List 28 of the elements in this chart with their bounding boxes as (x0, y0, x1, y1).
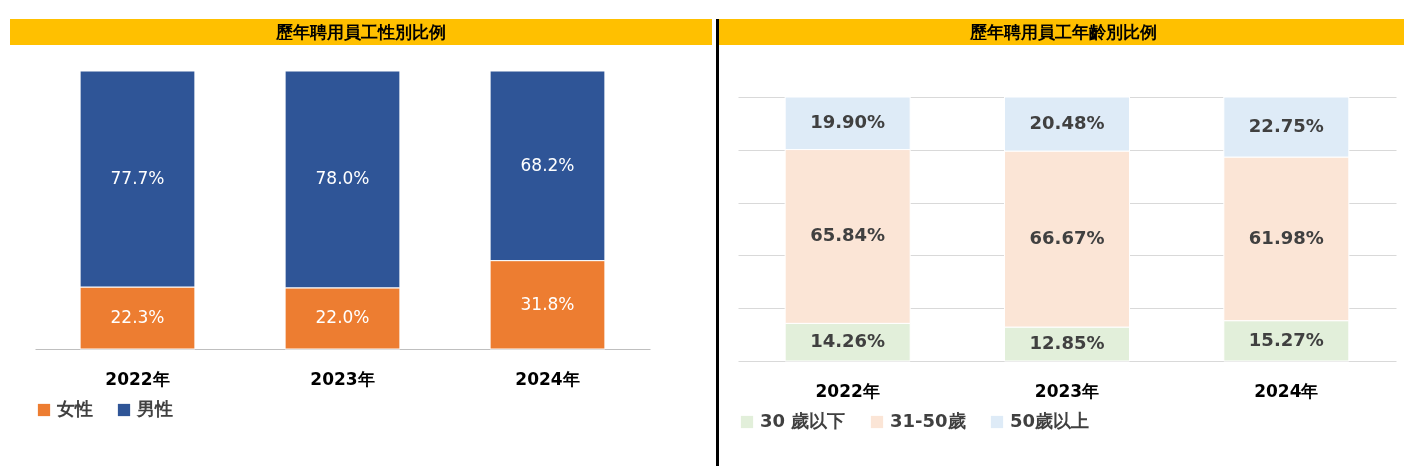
data-label: 77.7% (110, 168, 165, 188)
x-tick-label: 2024年 (1254, 380, 1319, 401)
data-label: 78.0% (315, 168, 370, 189)
legend-label: 30 歲以下 (760, 410, 846, 431)
data-label: 66.67% (1029, 227, 1105, 249)
data-label: 65.84% (810, 224, 886, 246)
data-label: 22.0% (315, 307, 370, 328)
data-label: 22.3% (110, 307, 165, 327)
data-label: 61.98% (1248, 226, 1324, 248)
legend-label: 31-50歲 (890, 410, 966, 431)
data-label: 14.26% (810, 330, 886, 352)
x-tick-label: 2022年 (815, 380, 880, 401)
x-tick-label: 2024年 (515, 368, 580, 389)
data-label: 19.90% (810, 111, 886, 133)
data-label: 31.8% (520, 293, 575, 314)
chart-title: 歷年聘用員工性別比例 (10, 19, 712, 45)
data-label: 15.27% (1248, 328, 1324, 350)
data-label: 22.75% (1248, 115, 1324, 137)
x-tick-label: 2023年 (310, 368, 375, 389)
legend-label: 50歲以上 (1010, 410, 1090, 431)
legend-label: 男性 (136, 398, 173, 419)
data-label: 20.48% (1029, 112, 1105, 134)
x-tick-label: 2022年 (105, 368, 170, 389)
data-label: 12.85% (1029, 332, 1105, 354)
x-tick-label: 2023年 (1034, 380, 1100, 401)
chart-title: 歷年聘用員工年齡別比例 (719, 19, 1404, 45)
data-label: 68.2% (520, 154, 575, 175)
legend-label: 女性 (56, 398, 93, 419)
